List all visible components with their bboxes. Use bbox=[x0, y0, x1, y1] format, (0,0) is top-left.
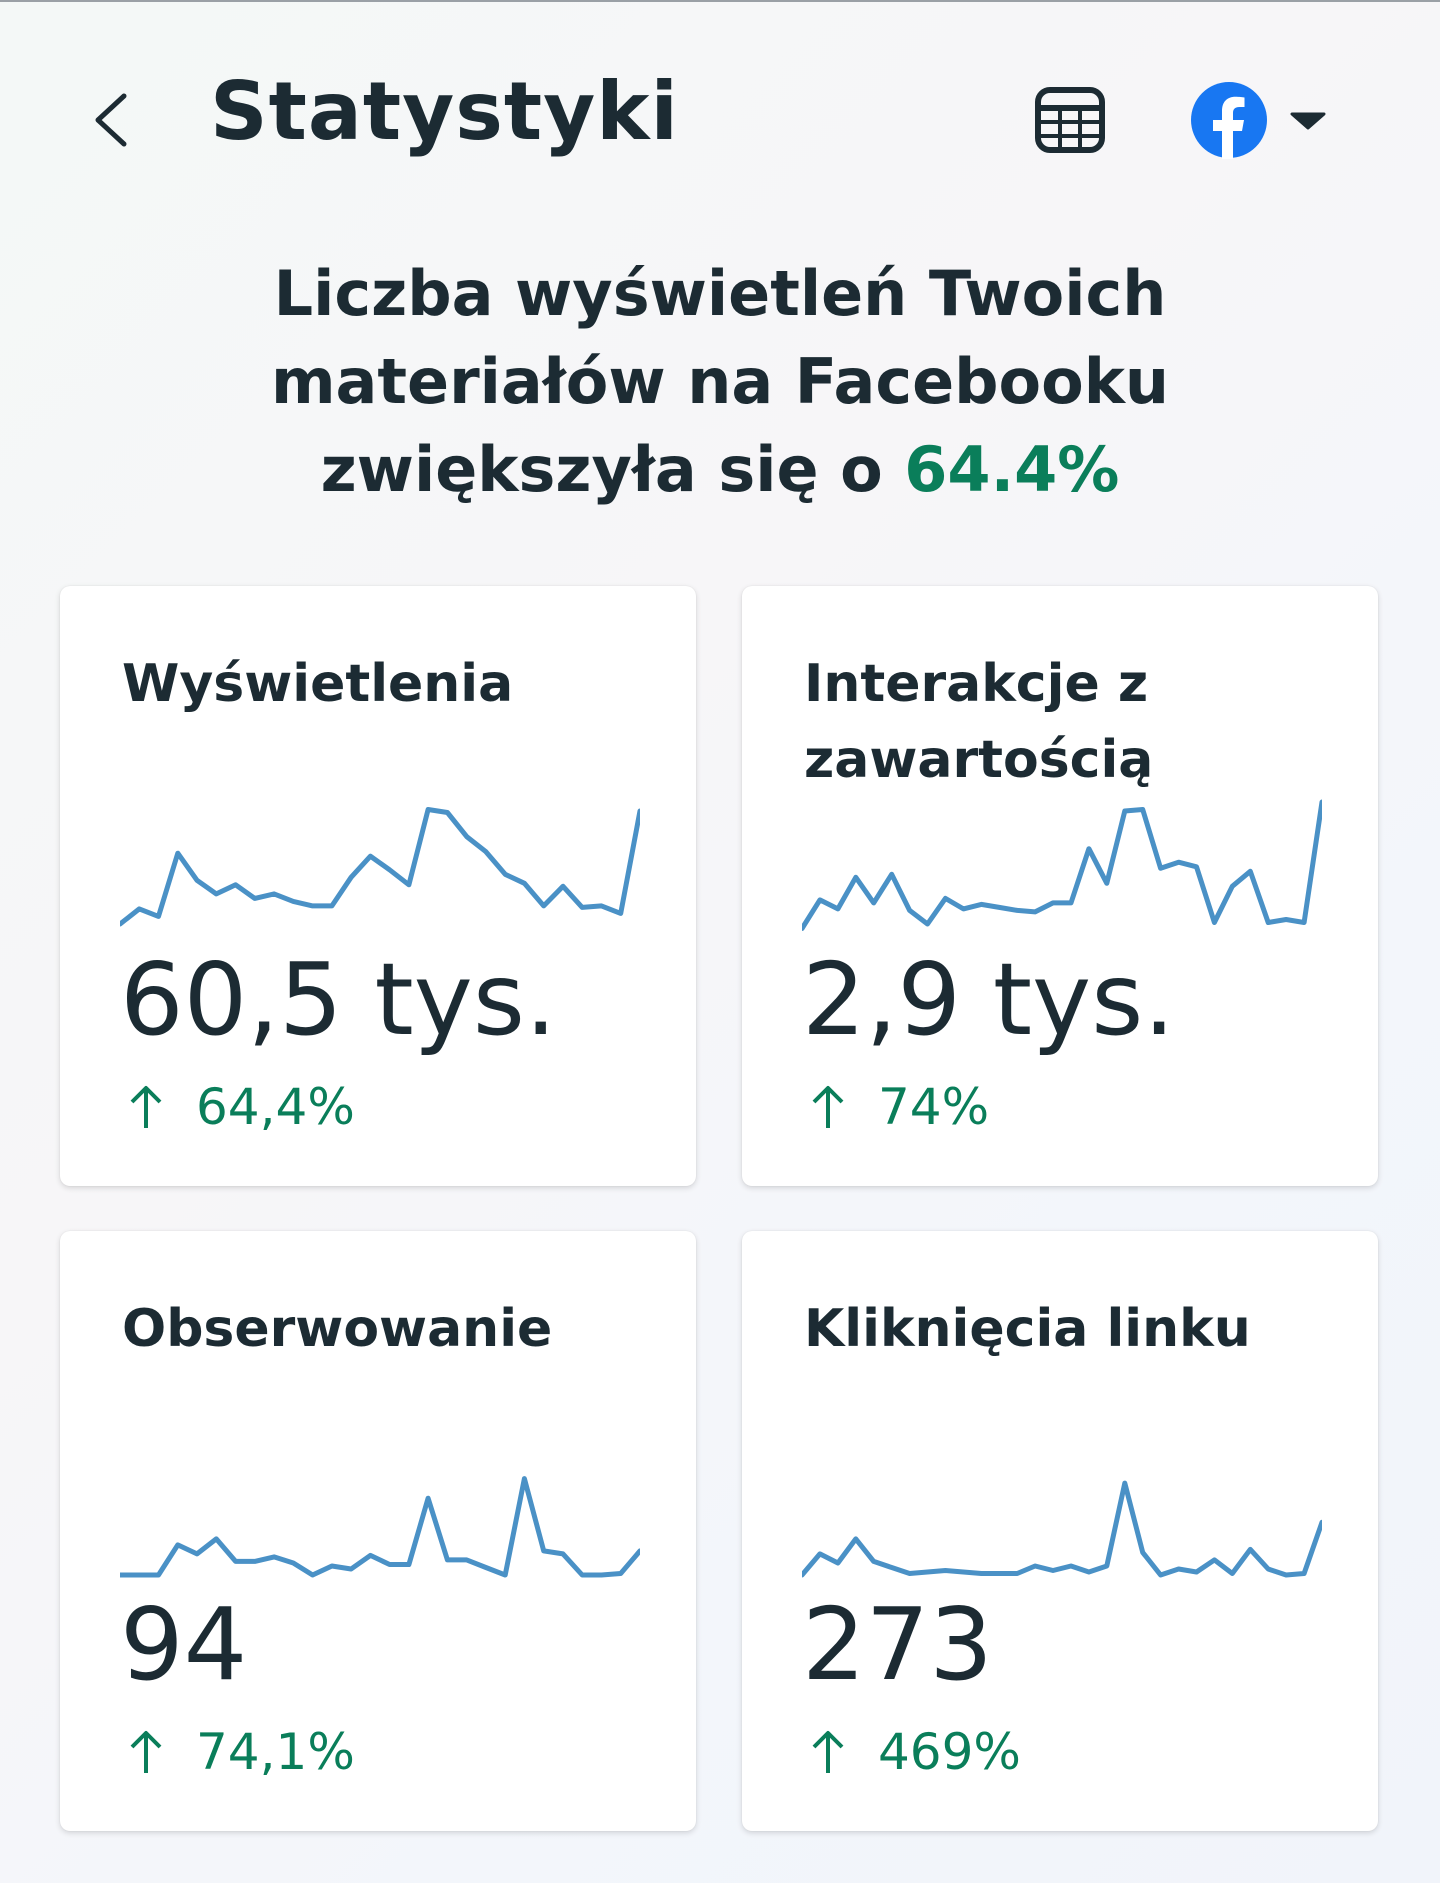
metric-label: Interakcje z zawartością bbox=[804, 654, 1154, 790]
metric-card-interactions[interactable]: Interakcje z zawartością 2,9 tys. 74% bbox=[742, 586, 1378, 1186]
metric-value: 2,9 tys. bbox=[802, 941, 1176, 1058]
metric-label: Obserwowanie bbox=[122, 1299, 553, 1359]
page-title: Statystyki bbox=[210, 65, 679, 158]
metric-change: 74% bbox=[808, 1082, 989, 1132]
sparkline-line bbox=[802, 799, 1322, 931]
metric-card-views[interactable]: Wyświetlenia 60,5 tys. 64,4% bbox=[60, 586, 696, 1186]
arrow-up-icon bbox=[812, 1731, 844, 1773]
metric-change-value: 74,1% bbox=[196, 1723, 355, 1781]
facebook-icon bbox=[1191, 82, 1267, 159]
platform-selector[interactable] bbox=[1190, 76, 1350, 164]
metric-change: 74,1% bbox=[126, 1727, 355, 1777]
caret-down-icon bbox=[1290, 112, 1326, 130]
summary-text: Liczba wyświetleń Twoich materiałów na F… bbox=[270, 257, 1170, 506]
arrow-up-icon bbox=[812, 1086, 844, 1128]
spreadsheet-icon bbox=[1035, 87, 1105, 153]
arrow-up-icon bbox=[130, 1086, 162, 1128]
sparkline-chart bbox=[120, 1476, 640, 1578]
sparkline-line bbox=[120, 1476, 640, 1578]
metric-value: 273 bbox=[802, 1586, 993, 1703]
sparkline-chart bbox=[802, 799, 1322, 931]
sparkline-line bbox=[802, 1480, 1322, 1578]
metric-value: 60,5 tys. bbox=[120, 941, 557, 1058]
summary-percent: 64.4% bbox=[904, 433, 1120, 506]
metric-value: 94 bbox=[120, 1586, 248, 1703]
back-button[interactable] bbox=[80, 80, 140, 160]
sparkline-chart bbox=[120, 807, 640, 927]
export-button[interactable] bbox=[1030, 80, 1110, 160]
metric-change: 64,4% bbox=[126, 1082, 355, 1132]
metric-label: Wyświetlenia bbox=[122, 654, 514, 714]
metric-label: Kliknięcia linku bbox=[804, 1299, 1251, 1359]
summary-headline: Liczba wyświetleń Twoich materiałów na F… bbox=[120, 250, 1320, 514]
sparkline-line bbox=[120, 807, 640, 927]
metric-change-value: 64,4% bbox=[196, 1078, 355, 1136]
metric-change-value: 74% bbox=[878, 1078, 990, 1136]
arrow-up-icon bbox=[130, 1731, 162, 1773]
sparkline-chart bbox=[802, 1480, 1322, 1578]
chevron-left-icon bbox=[95, 93, 127, 147]
metric-card-link-clicks[interactable]: Kliknięcia linku 273 469% bbox=[742, 1231, 1378, 1831]
metric-change: 469% bbox=[808, 1727, 1021, 1777]
header: Statystyki bbox=[0, 50, 1440, 190]
status-divider bbox=[0, 0, 1440, 2]
metric-change-value: 469% bbox=[878, 1723, 1021, 1781]
metric-card-follows[interactable]: Obserwowanie 94 74,1% bbox=[60, 1231, 696, 1831]
